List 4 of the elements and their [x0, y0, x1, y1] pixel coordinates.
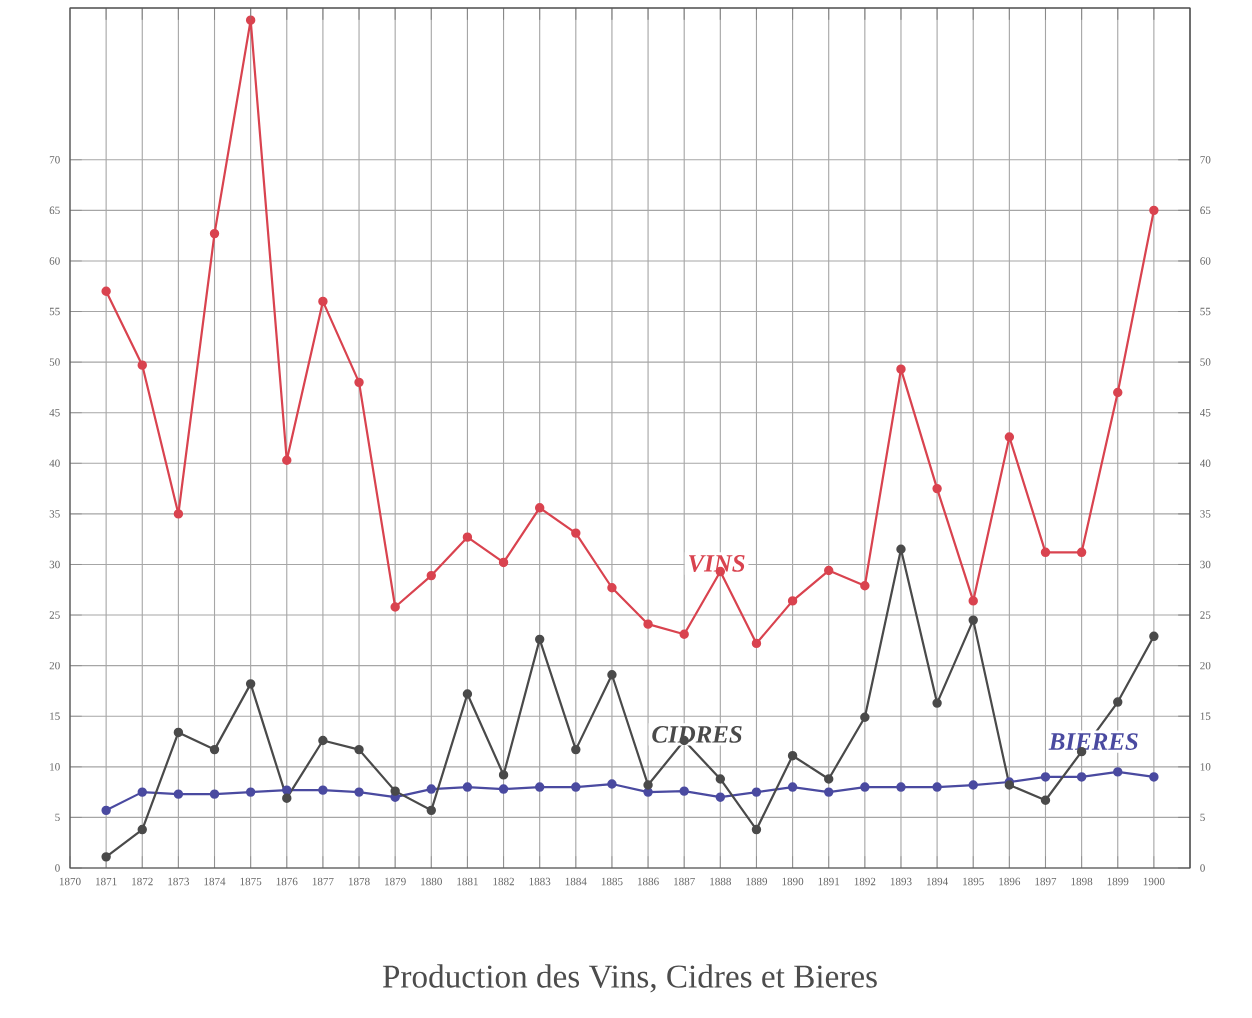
series-label: BIERES [1048, 733, 1138, 750]
series-label: CIDRES [652, 726, 742, 743]
series-label: VINS [689, 555, 745, 572]
text: Production des Vins, Cidres et Bieres [382, 964, 877, 993]
